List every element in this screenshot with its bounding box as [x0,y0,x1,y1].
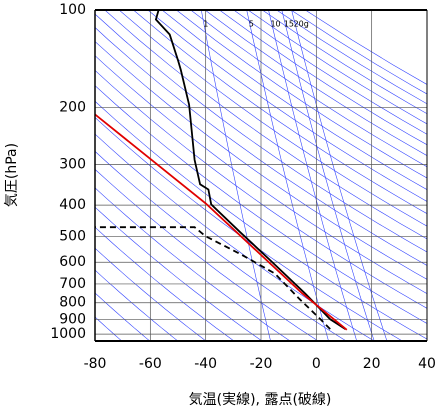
y-tick-label: 1000 [50,326,86,342]
mixing-ratio-line [246,10,329,341]
dry-adiabat [95,69,427,309]
dry-adiabat [95,269,178,341]
dry-adiabat [95,26,427,266]
y-tick-label: 400 [59,197,86,213]
dry-adiabat [161,10,427,190]
mixing-ratio-label: 10 [270,20,280,29]
dry-adiabat [95,247,207,341]
dry-adiabat [233,10,427,135]
x-axis-label: 気温(実線), 露点(破線) [189,392,332,408]
dry-adiabat [95,292,150,341]
dry-adiabat [219,10,427,146]
dry-adiabat [95,316,122,341]
dry-adiabat [190,10,427,168]
x-tick-label: 0 [312,356,321,372]
x-tick-label: 20 [363,356,381,372]
y-tick-label: 700 [59,276,86,292]
x-tick-label: 40 [418,356,436,372]
y-tick-label: 300 [59,157,86,173]
dry-adiabat [95,187,291,341]
mixing-ratio-label: 15 [284,20,294,29]
dry-adiabat [104,10,427,240]
dry-adiabat [290,10,427,95]
dry-adiabat [133,10,427,214]
dry-adiabat [95,13,427,253]
y-tick-label: 800 [59,295,86,311]
mixing-ratio-line [291,10,388,341]
dry-adiabat [95,150,347,341]
y-tick-label: 500 [59,229,86,245]
mixing-ratio-label: 5 [249,20,254,29]
dry-adiabat [118,10,427,227]
profiles [95,10,348,331]
x-tick-label: -20 [250,356,273,372]
dry-adiabat [262,10,427,115]
x-tick-label: -80 [84,356,107,372]
profile-line [95,113,348,331]
y-tick-label: 600 [59,254,86,270]
y-axis-label: 気圧(hPa) [4,143,20,207]
mixing-ratio-line [268,10,357,341]
x-tick-label: -60 [139,356,162,372]
dry-adiabat [95,168,319,341]
dry-adiabat [95,206,263,341]
dry-adiabat [95,100,427,340]
mixing-ratio-label: 20g [294,20,309,29]
mixing-ratio-line [201,10,271,341]
y-tick-label: 100 [59,2,86,18]
dry-adiabat [95,226,235,341]
x-tick-label: -40 [194,356,217,372]
dry-adiabat [204,10,427,157]
dry-adiabat [176,10,427,179]
dry-adiabat [95,55,427,294]
dry-adiabat [95,116,403,341]
y-tick-label: 200 [59,100,86,116]
dry-adiabat [95,133,375,341]
background-lines [95,10,427,341]
profile-line [154,10,346,330]
y-tick-label: 900 [59,311,86,327]
profile-line [95,226,331,330]
dry-adiabat [147,10,427,202]
dry-adiabat [95,41,427,280]
mixing-ratio-label: 1 [203,20,208,29]
